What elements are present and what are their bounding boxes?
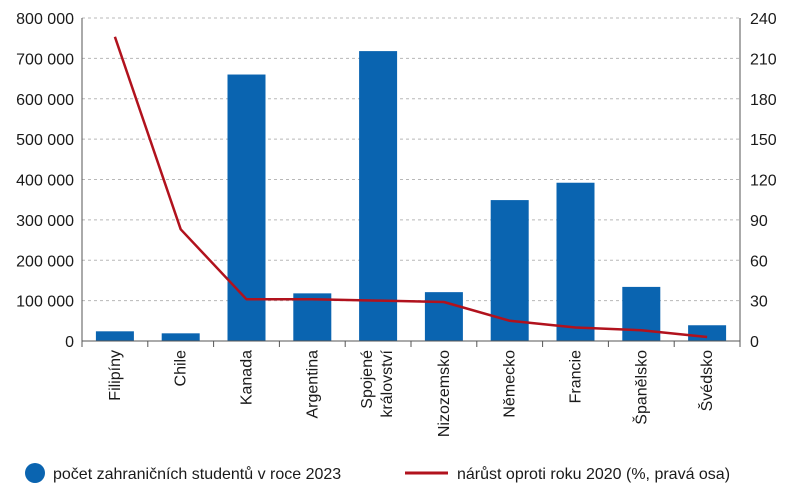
category-label: království (379, 349, 396, 417)
right-tick-label: 90 (750, 213, 768, 230)
right-tick-label: 0 (750, 334, 759, 351)
bar (622, 287, 660, 341)
line-series (115, 37, 707, 337)
bar (425, 292, 463, 341)
right-tick-label: 60 (750, 253, 768, 270)
left-tick-label: 800 000 (16, 11, 74, 28)
legend: počet zahraničních studentů v roce 2023 … (25, 463, 730, 483)
right-tick-label: 240 (750, 11, 777, 28)
bar (557, 183, 595, 341)
bar (359, 51, 397, 341)
bar (96, 331, 134, 341)
category-label: Německo (502, 350, 519, 418)
left-tick-label: 100 000 (16, 294, 74, 311)
right-tick-label: 30 (750, 294, 768, 311)
category-label: Švédsko (697, 350, 716, 411)
category-label: Nizozemsko (436, 350, 453, 437)
bar (228, 75, 266, 341)
category-label: Argentina (304, 350, 321, 419)
left-tick-label: 700 000 (16, 51, 74, 68)
right-tick-label: 210 (750, 51, 777, 68)
category-label: Chile (173, 350, 190, 387)
left-tick-label: 400 000 (16, 173, 74, 190)
right-tick-label: 180 (750, 92, 777, 109)
right-axis-ticks: 0 30 60 90 120 150 180 210 240 (750, 11, 777, 351)
legend-bar-label: počet zahraničních studentů v roce 2023 (53, 465, 341, 483)
category-label: Filipíny (107, 350, 124, 401)
bar (688, 325, 726, 341)
bar (162, 333, 200, 341)
right-tick-label: 120 (750, 173, 777, 190)
category-label: Spojené (359, 350, 376, 409)
left-tick-label: 300 000 (16, 213, 74, 230)
category-label: Kanada (239, 350, 256, 405)
left-tick-label: 600 000 (16, 92, 74, 109)
left-tick-label: 0 (65, 334, 74, 351)
right-tick-label: 150 (750, 132, 777, 149)
bar-series (96, 51, 726, 341)
legend-line-label: nárůst oproti roku 2020 (%, pravá osa) (457, 465, 730, 483)
legend-bar-marker (25, 463, 45, 483)
left-axis-ticks: 0 100 000 200 000 300 000 400 000 500 000 600 … (16, 11, 74, 351)
category-label: Španělsko (631, 350, 650, 425)
left-tick-label: 500 000 (16, 132, 74, 149)
left-tick-label: 200 000 (16, 253, 74, 270)
growth-line (115, 37, 707, 337)
grid-lines (82, 18, 740, 301)
category-label: Francie (568, 350, 585, 403)
